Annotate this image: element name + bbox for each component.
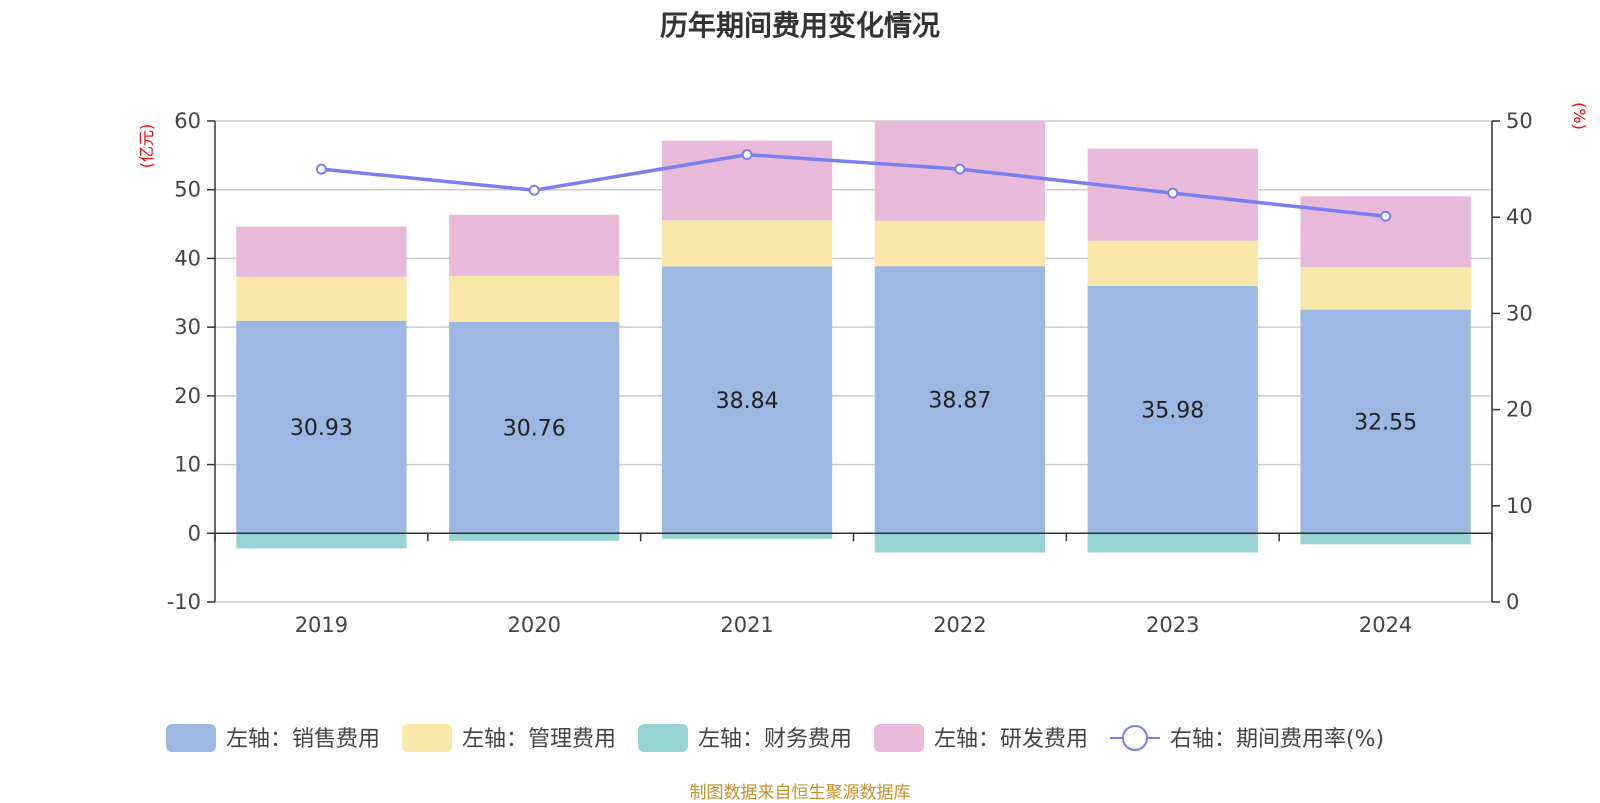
left-axis-unit: (亿元) <box>137 124 156 169</box>
legend-swatch <box>402 724 452 752</box>
x-axis-tick-label: 2023 <box>1146 613 1199 637</box>
rate-point <box>528 184 540 196</box>
bar <box>449 275 620 322</box>
bar <box>1300 196 1471 268</box>
left-axis-tick-label: 30 <box>174 315 201 339</box>
bar <box>1300 267 1471 310</box>
right-axis-tick-label: 40 <box>1506 205 1533 229</box>
x-axis-tick-label: 2019 <box>295 613 348 637</box>
left-axis-tick-label: 50 <box>174 178 201 202</box>
legend-swatch <box>638 724 688 752</box>
labels-layer: 30.93 30.76 38.84 38.87 35.98 32.55 <box>290 389 1417 442</box>
bar <box>661 266 833 534</box>
bar <box>1300 533 1471 545</box>
legend-layer: 左轴：销售费用 左轴：管理费用 左轴：财务费用 左轴：研发费用 右轴：期间费用率(%) <box>166 724 1384 752</box>
legend-swatch <box>874 724 924 752</box>
x-axis-tick-label: 2024 <box>1359 613 1412 637</box>
rate-point <box>315 163 327 175</box>
chart-title: 历年期间费用变化情况 <box>659 9 940 42</box>
right-axis-tick-label: 10 <box>1506 494 1533 518</box>
bar <box>449 321 620 534</box>
bar <box>449 533 620 541</box>
data-label: 35.98 <box>1141 399 1204 424</box>
bar <box>874 220 1046 267</box>
bar <box>874 266 1046 534</box>
rate-point <box>741 149 753 161</box>
data-label: 30.76 <box>503 417 566 442</box>
bar <box>661 533 833 539</box>
x-axis-tick-label: 2021 <box>720 613 773 637</box>
axes-layer: -10 0 10 20 30 40 50 60 0 10 20 30 40 50 2019 2020 2021 2… <box>137 102 1589 637</box>
right-axis-tick-label: 50 <box>1506 109 1533 133</box>
left-axis-tick-label: 0 <box>188 521 201 545</box>
right-axis-tick-label: 0 <box>1506 590 1519 614</box>
x-axis-tick-label: 2020 <box>508 613 561 637</box>
bar <box>1087 240 1258 287</box>
legend-swatch-marker <box>1122 725 1148 751</box>
data-label: 38.84 <box>716 389 779 414</box>
bar <box>236 226 407 277</box>
bar <box>1087 533 1258 553</box>
source-note: 制图数据来自恒生聚源数据库 <box>689 783 911 803</box>
right-axis-unit: (%) <box>1570 102 1589 130</box>
legend-label: 左轴：管理费用 <box>462 727 616 752</box>
rate-point <box>1380 210 1392 222</box>
data-label: 32.55 <box>1354 410 1417 435</box>
bars-layer <box>236 121 1471 553</box>
left-axis-tick-label: 60 <box>174 109 201 133</box>
bar <box>1300 309 1471 534</box>
right-axis-tick-label: 20 <box>1506 398 1533 422</box>
bar <box>236 533 407 549</box>
legend-label: 左轴：研发费用 <box>934 727 1088 752</box>
left-axis-tick-label: -10 <box>167 590 201 614</box>
left-axis-tick-label: 10 <box>174 453 201 477</box>
legend-label: 右轴：期间费用率(%) <box>1170 727 1384 752</box>
bar <box>1087 286 1258 534</box>
bar <box>236 276 407 321</box>
left-axis-tick-label: 40 <box>174 246 201 270</box>
rate-point <box>1167 187 1179 199</box>
bar <box>449 214 620 276</box>
rate-point <box>954 163 966 175</box>
data-label: 30.93 <box>290 416 353 441</box>
legend-label: 左轴：财务费用 <box>698 727 852 752</box>
legend-swatch <box>166 724 216 752</box>
bar <box>236 320 407 534</box>
line-layer <box>315 149 1392 222</box>
bar <box>874 533 1046 553</box>
x-axis-tick-label: 2022 <box>933 613 986 637</box>
left-axis-tick-label: 20 <box>174 384 201 408</box>
legend-label: 左轴：销售费用 <box>226 727 380 752</box>
rate-line <box>321 152 1386 218</box>
data-label: 38.87 <box>928 389 991 414</box>
bar <box>661 220 833 267</box>
right-axis-tick-label: 30 <box>1506 301 1533 325</box>
